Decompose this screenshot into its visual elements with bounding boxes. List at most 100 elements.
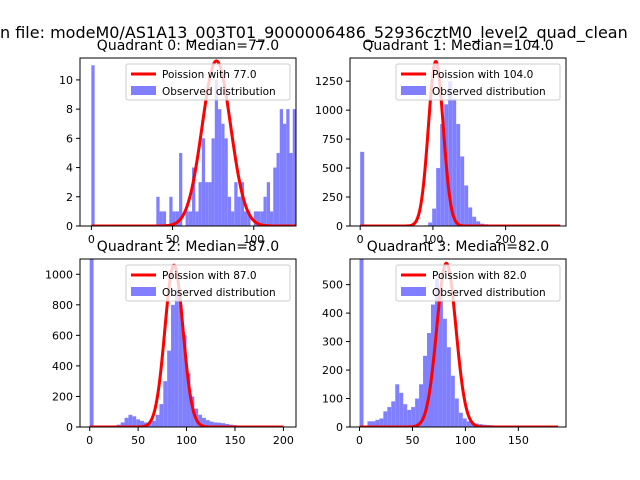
histogram-bar <box>202 417 206 427</box>
histogram-bar <box>213 422 218 427</box>
histogram-bar <box>136 419 141 427</box>
histogram-bar <box>299 138 302 226</box>
axes-frame <box>349 57 567 227</box>
histogram-bar <box>375 419 380 427</box>
histogram-bar <box>270 211 274 226</box>
histogram-bar <box>227 196 232 226</box>
histogram-bar <box>188 211 193 226</box>
histogram-bar <box>224 138 228 226</box>
histogram-bar <box>221 123 225 226</box>
histogram-bar <box>218 109 222 226</box>
y-tick-label: 10 <box>59 74 73 87</box>
histogram-bar <box>456 124 461 226</box>
subplot-1: 0 100 200 0 250 500 750 1000 1250 Poission with 1… <box>315 38 567 246</box>
histogram-bar <box>147 423 152 427</box>
x-tick-label: 150 <box>508 434 529 447</box>
legend-observed-swatch <box>131 86 156 95</box>
histogram-bar <box>452 98 457 226</box>
y-tick-label: 800 <box>52 299 73 312</box>
histogram-bar <box>302 168 305 226</box>
legend-poisson-label: Poission with 104.0 <box>432 69 533 81</box>
histogram-bar <box>156 196 160 226</box>
histogram-bar <box>240 182 245 226</box>
histogram-bar <box>468 207 473 226</box>
y-tick-label: 0 <box>66 220 73 233</box>
histogram-bar <box>195 211 199 226</box>
subplot-title: Quadrant 0: Median=77.0 <box>97 38 279 54</box>
y-tick-label: 0 <box>336 421 343 434</box>
y-tick-label: 300 <box>322 336 343 349</box>
histogram-bar <box>231 211 235 226</box>
histogram-bar <box>476 221 481 226</box>
x-tick-label: 100 <box>455 434 476 447</box>
legend-observed-label: Observed distribution <box>162 86 276 98</box>
histogram-bar <box>178 304 183 427</box>
histogram-bar <box>209 421 214 427</box>
legend-observed-swatch <box>401 287 426 296</box>
histogram-bar <box>407 409 412 427</box>
histogram-bar <box>309 197 312 226</box>
histogram-bar <box>163 381 168 427</box>
histogram-bar <box>464 185 469 226</box>
histogram-bar <box>379 418 384 427</box>
y-tick-label: 100 <box>322 393 343 406</box>
y-tick-label: 1250 <box>315 75 343 88</box>
histogram-bar <box>399 392 404 427</box>
histogram-bar <box>260 211 264 226</box>
histogram-bar <box>283 123 287 226</box>
histogram-bar <box>128 414 133 427</box>
axes-frame <box>79 258 297 428</box>
subplot-0: 0 50 100 0 2 4 6 8 10 Poission with 77.0 Observed … <box>59 38 315 246</box>
x-tick-label: 50 <box>131 434 145 447</box>
histogram-bar <box>279 109 284 226</box>
y-tick-label: 1000 <box>315 104 343 117</box>
histogram-bar <box>440 124 445 226</box>
histogram-bar <box>205 420 210 427</box>
histogram-bar <box>221 423 226 427</box>
plot-area <box>359 259 559 427</box>
histogram-bar <box>234 182 238 226</box>
histogram-bar <box>391 401 396 427</box>
legend-observed-swatch <box>131 287 156 296</box>
y-tick-label: 500 <box>322 279 343 292</box>
histogram-bar <box>442 318 447 427</box>
histogram-bar <box>360 151 365 226</box>
histogram-bar <box>171 304 175 427</box>
x-tick-label: 150 <box>224 434 245 447</box>
x-tick-label: 50 <box>405 434 419 447</box>
histogram-bar <box>395 384 400 427</box>
histogram-bar <box>438 290 443 427</box>
histogram-bar <box>257 211 261 226</box>
histogram-bar <box>466 421 471 427</box>
subplot-title: Quadrant 2: Median=87.0 <box>97 239 279 255</box>
histogram-bar <box>306 182 309 226</box>
histogram-bar <box>312 211 315 226</box>
histogram-bar <box>159 404 164 427</box>
x-tick-label: 0 <box>356 434 363 447</box>
legend-observed-label: Observed distribution <box>162 287 276 299</box>
histogram-bar <box>387 407 392 427</box>
histogram-bar <box>244 211 248 226</box>
histogram-bar <box>198 414 203 427</box>
x-tick-label: 0 <box>88 233 95 246</box>
histogram-bar <box>403 404 408 427</box>
subplot-title: Quadrant 1: Median=104.0 <box>362 38 553 54</box>
histogram-bar <box>182 335 187 427</box>
y-tick-label: 6 <box>66 132 73 145</box>
histogram-bar <box>198 182 202 226</box>
y-tick-label: 0 <box>336 220 343 233</box>
subplot-3: 0 50 100 150 0 100 200 300 400 500 Poission with 8… <box>322 239 567 447</box>
y-tick-label: 250 <box>322 191 343 204</box>
histogram-bar <box>462 418 467 427</box>
histogram-bar <box>458 412 463 427</box>
axes-frame <box>349 258 567 428</box>
x-tick-label: 100 <box>176 434 197 447</box>
histogram-bar <box>289 152 293 226</box>
y-tick-label: 1000 <box>45 268 73 281</box>
histogram-bar <box>427 333 431 427</box>
y-tick-label: 0 <box>66 421 73 434</box>
y-tick-label: 600 <box>52 329 73 342</box>
histogram-bar <box>371 421 376 427</box>
